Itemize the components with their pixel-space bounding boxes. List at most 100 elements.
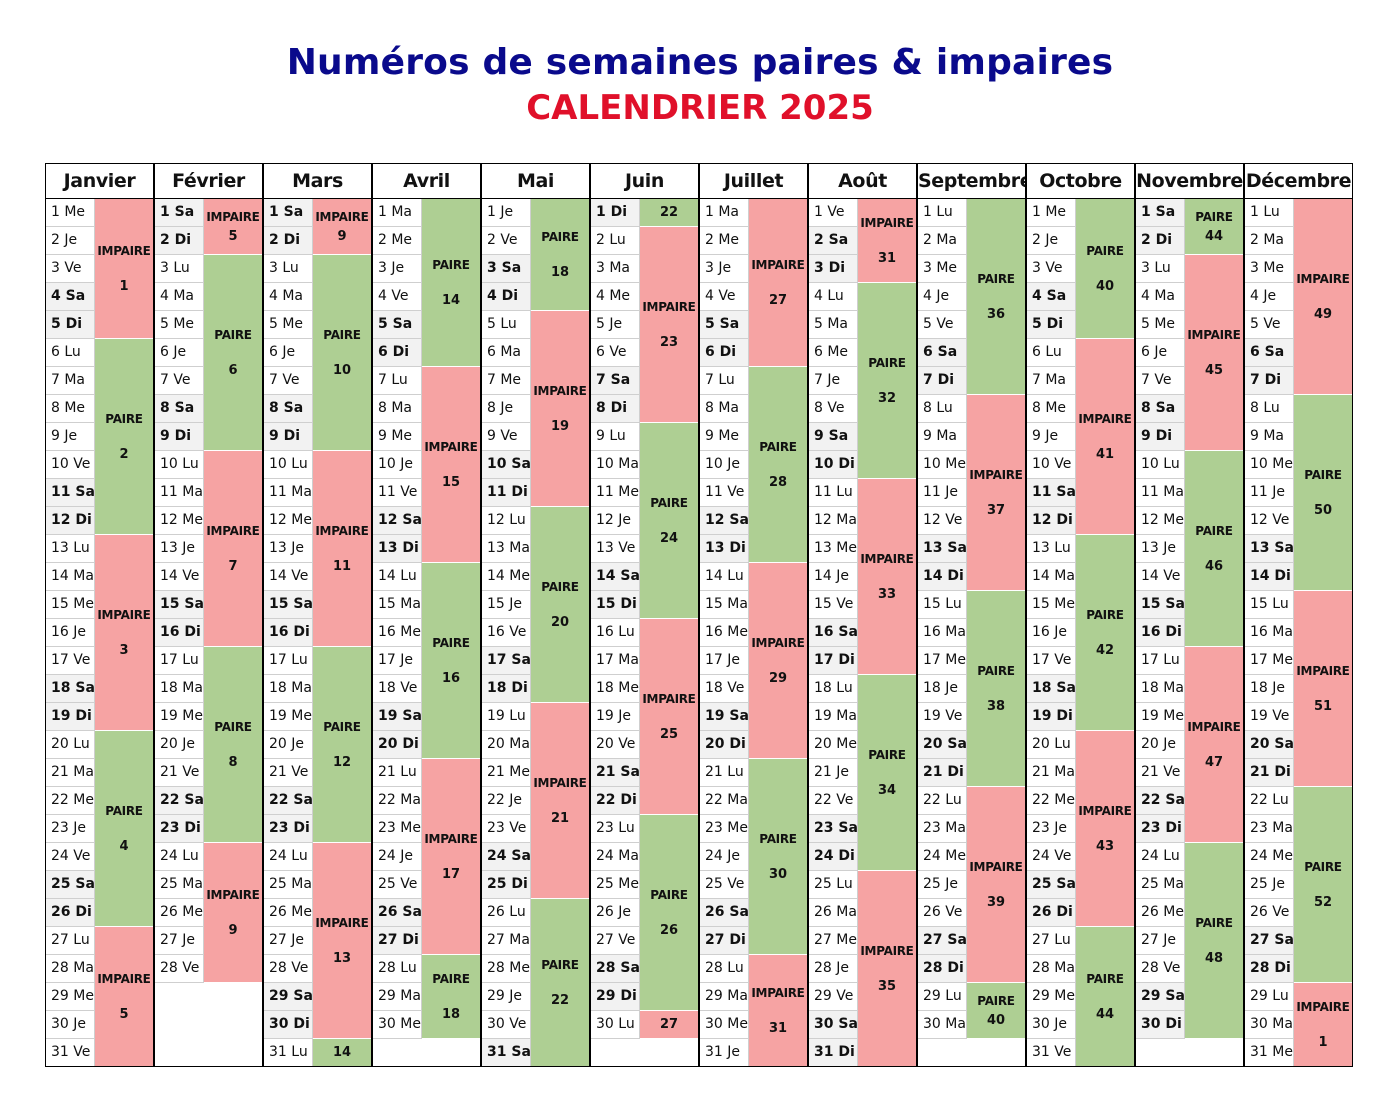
day-cell: 8 Me <box>1027 395 1076 423</box>
week-number: 41 <box>1095 446 1115 462</box>
week-block: IMPAIRE 13 <box>313 843 371 1039</box>
week-number: 22 <box>550 992 570 1008</box>
day-cell: 23 Di <box>1136 815 1185 843</box>
day-cell: 27 Je <box>1136 927 1185 955</box>
week-block: PAIRE 10 <box>313 255 371 451</box>
month-header: Juillet <box>700 164 807 199</box>
day-cell: 21 Ma <box>46 759 95 787</box>
day-cell: 20 Sa <box>918 731 967 759</box>
day-cell: 1 Sa <box>155 199 204 227</box>
day-cell: 19 Lu <box>482 703 531 731</box>
month-column: Février 1 Sa 2 Di 3 Lu 4 Ma 5 Me 6 Je 7 Ve 8 Sa 9… <box>154 163 263 1067</box>
day-cell: 10 Ve <box>1027 451 1076 479</box>
month-header: Avril <box>373 164 480 199</box>
day-cell: 23 Me <box>373 815 422 843</box>
day-cell: 26 Lu <box>482 899 531 927</box>
week-block: PAIRE 40 <box>967 983 1025 1039</box>
day-cell: 28 Ve <box>264 955 313 983</box>
week-block: PAIRE 52 <box>1294 787 1352 983</box>
day-cell: 18 Ve <box>373 675 422 703</box>
day-cell: 20 Di <box>700 731 749 759</box>
month-header: Novembre <box>1136 164 1243 199</box>
day-cell: 14 Lu <box>373 563 422 591</box>
day-cell: 3 Lu <box>1136 255 1185 283</box>
day-cell: 13 Lu <box>1027 535 1076 563</box>
day-cell: 19 Je <box>591 703 640 731</box>
day-cell: 3 Lu <box>155 255 204 283</box>
day-cell: 29 Sa <box>1136 983 1185 1011</box>
week-number: 43 <box>1095 838 1115 854</box>
week-block: PAIRE 44 <box>1185 199 1243 255</box>
day-cell: 1 Sa <box>264 199 313 227</box>
day-cell: 6 Je <box>1136 339 1185 367</box>
month-header: Octobre <box>1027 164 1134 199</box>
day-cell: 29 Lu <box>1245 983 1294 1011</box>
day-cell: 27 Sa <box>1245 927 1294 955</box>
day-cell: 9 Sa <box>809 423 858 451</box>
day-cell: 27 Je <box>155 927 204 955</box>
week-block: IMPAIRE 45 <box>1185 255 1243 451</box>
week-block: IMPAIRE 11 <box>313 451 371 647</box>
week-block: IMPAIRE 33 <box>858 479 916 675</box>
day-cell: 17 Je <box>373 647 422 675</box>
week-number: 47 <box>1204 754 1224 770</box>
week-number: 12 <box>332 754 352 770</box>
day-cell: 4 Ma <box>155 283 204 311</box>
day-cell: 28 Ma <box>1027 955 1076 983</box>
day-cell: 17 Ma <box>591 647 640 675</box>
day-cell: 9 Di <box>264 423 313 451</box>
week-block: PAIRE 18 <box>422 955 480 1039</box>
day-cell: 17 Lu <box>155 647 204 675</box>
week-parity-label: IMPAIRE <box>97 243 151 258</box>
day-cell: 16 Me <box>373 619 422 647</box>
day-cell: 5 Di <box>1027 311 1076 339</box>
day-cell: 28 Sa <box>591 955 640 983</box>
day-cell: 15 Me <box>1027 591 1076 619</box>
day-cell: 13 Di <box>700 535 749 563</box>
day-cell: 2 Sa <box>809 227 858 255</box>
day-cell: 19 Ve <box>1245 703 1294 731</box>
day-cell: 13 Di <box>373 535 422 563</box>
week-block: IMPAIRE 1 <box>1294 983 1352 1066</box>
day-cell: 28 Ve <box>155 955 204 983</box>
day-cell: 18 Sa <box>1027 675 1076 703</box>
week-block: PAIRE 18 <box>531 199 589 311</box>
day-cell: 7 Me <box>482 367 531 395</box>
day-cell: 29 Ma <box>700 983 749 1011</box>
week-number: 20 <box>550 614 570 630</box>
day-cell: 26 Me <box>1136 899 1185 927</box>
day-cell: 25 Ma <box>1136 871 1185 899</box>
day-cell: 29 Lu <box>918 983 967 1011</box>
day-cell: 4 Di <box>482 283 531 311</box>
day-cell: 3 Me <box>918 255 967 283</box>
day-cell: 23 Ve <box>482 815 531 843</box>
week-block: PAIRE 8 <box>204 647 262 843</box>
day-cell: 18 Je <box>918 675 967 703</box>
day-cell: 28 Je <box>809 955 858 983</box>
day-cell: 2 Ma <box>918 227 967 255</box>
day-cell: 5 Di <box>46 311 95 339</box>
day-cell: 20 Ma <box>482 731 531 759</box>
day-cell: 3 Ve <box>46 255 95 283</box>
day-cell: 19 Ve <box>918 703 967 731</box>
day-cell: 9 Di <box>1136 423 1185 451</box>
day-cell: 14 Ve <box>1136 563 1185 591</box>
day-cell: 23 Me <box>700 815 749 843</box>
week-number: 3 <box>119 642 129 658</box>
day-cell: 8 Lu <box>918 395 967 423</box>
day-cell: 24 Ma <box>591 843 640 871</box>
day-cell: 11 Ve <box>373 479 422 507</box>
day-cell: 19 Me <box>264 703 313 731</box>
day-cell: 5 Ma <box>809 311 858 339</box>
day-cell: 10 Je <box>373 451 422 479</box>
day-cell: 10 Sa <box>482 451 531 479</box>
day-cell: 24 Me <box>1245 843 1294 871</box>
day-cell: 7 Lu <box>373 367 422 395</box>
day-cell: 3 Je <box>700 255 749 283</box>
day-cell: 10 Me <box>1245 451 1294 479</box>
day-cell: 26 Ve <box>918 899 967 927</box>
week-number: 27 <box>659 1016 679 1032</box>
day-cell: 17 Je <box>700 647 749 675</box>
month-header: Juin <box>591 164 698 199</box>
day-cell: 16 Ma <box>1245 619 1294 647</box>
